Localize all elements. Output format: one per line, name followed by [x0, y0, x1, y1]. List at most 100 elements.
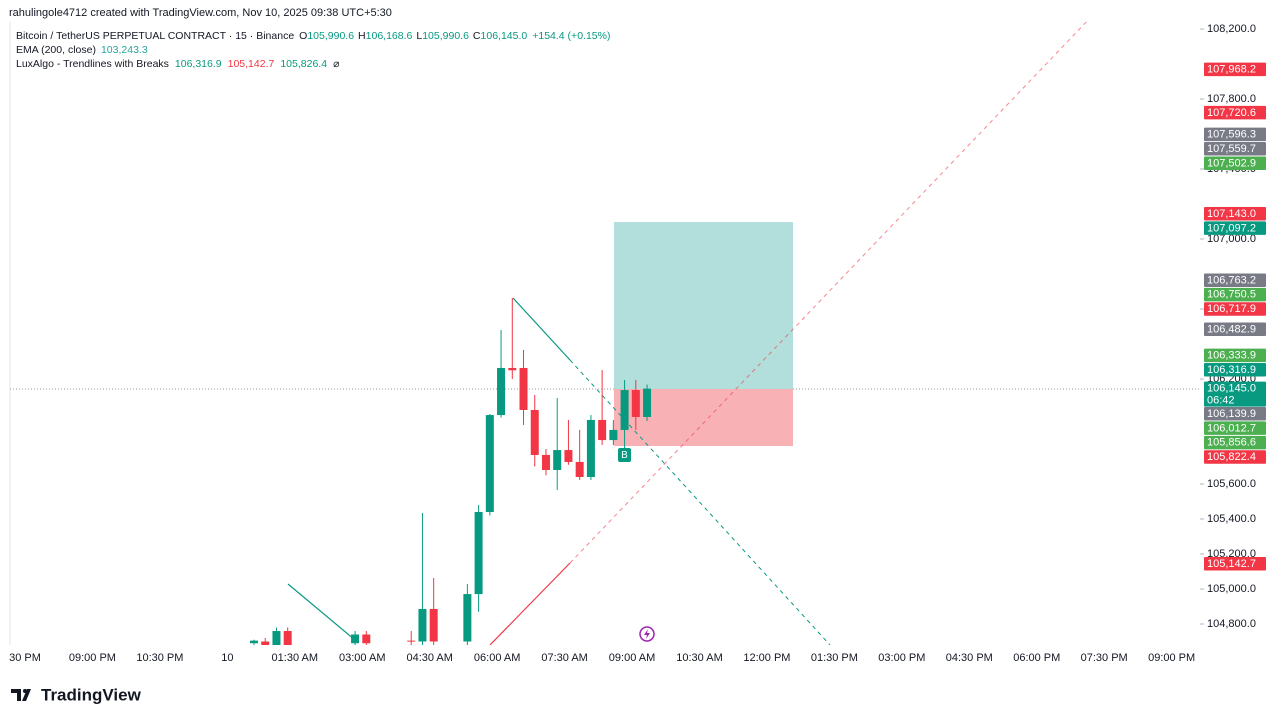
price-tag-label: 106,316.9 [1207, 364, 1256, 376]
x-tick-label: 30 PM [9, 652, 41, 664]
candle-body [463, 594, 472, 642]
price-tag-label: 106,139.9 [1207, 408, 1256, 420]
price-tag [1204, 557, 1266, 571]
candle-body [553, 450, 562, 470]
legend-line: Bitcoin / TetherUS PERPETUAL CONTRACT · … [16, 30, 610, 42]
price-tag-label: 106,012.7 [1207, 422, 1256, 434]
trendline-extension [569, 22, 1087, 564]
price-tag-label: 106,333.9 [1207, 349, 1256, 361]
x-tick-label: 06:00 PM [1013, 652, 1060, 664]
logo-text: TradingView [41, 685, 142, 704]
candle-body [541, 454, 550, 470]
y-tick-label: 108,200.0 [1207, 23, 1256, 35]
trendline [287, 583, 356, 641]
x-tick-label: 07:30 PM [1081, 652, 1128, 664]
price-tag-label: 106,750.5 [1207, 289, 1256, 301]
price-tag [1204, 287, 1266, 302]
candle-body [631, 390, 640, 417]
trendline [489, 562, 571, 645]
price-tag-label: 107,720.6 [1207, 107, 1256, 119]
candle-body [418, 608, 427, 642]
buy-signal [618, 448, 631, 462]
price-tag [1204, 407, 1266, 421]
price-tag-label: 106,763.2 [1207, 274, 1256, 286]
x-tick-label: 03:00 PM [878, 652, 925, 664]
price-tag-label: 106,145.0 [1207, 383, 1256, 395]
x-tick-label: 06:00 AM [474, 652, 520, 664]
price-tag [1204, 142, 1266, 156]
candle-body [283, 631, 292, 645]
candle-body [643, 388, 652, 417]
x-tick-label: 09:00 AM [609, 652, 655, 664]
price-tag-label: 107,559.7 [1207, 143, 1256, 155]
trendline [512, 297, 571, 361]
x-tick-label: 01:30 AM [272, 652, 318, 664]
price-tag [1204, 450, 1266, 464]
y-tick-label: 107,000.0 [1207, 233, 1256, 245]
price-tag [1204, 435, 1266, 450]
candle-body [485, 415, 494, 512]
candle-body [586, 419, 595, 477]
price-tag-countdown: 06:42 [1207, 395, 1235, 407]
price-tag [1204, 362, 1266, 377]
y-tick-label: 105,400.0 [1207, 513, 1256, 525]
candle-body [609, 429, 618, 441]
price-tag [1204, 156, 1266, 170]
candle-body [530, 409, 539, 455]
candle-body [474, 512, 483, 595]
buy-signal-label: B [621, 450, 628, 461]
price-tag-label: 107,097.2 [1207, 222, 1256, 234]
price-tag-label: 106,482.9 [1207, 323, 1256, 335]
event-icon[interactable] [639, 626, 655, 642]
price-tag [1204, 221, 1266, 235]
price-tag-label: 106,717.9 [1207, 303, 1256, 315]
candle-body [598, 419, 607, 441]
price-tag [1204, 273, 1266, 287]
candle-body [351, 634, 360, 644]
x-tick-label: 01:30 PM [811, 652, 858, 664]
x-tick-label: 04:30 PM [946, 652, 993, 664]
price-tag-label: 105,822.4 [1207, 451, 1256, 463]
candle-body [575, 461, 584, 477]
legend-line: LuxAlgo - Trendlines with Breaks 106,316.… [16, 58, 340, 70]
y-tick-label: 104,800.0 [1207, 618, 1256, 630]
price-tag-label: 107,968.2 [1207, 63, 1256, 75]
x-tick-label: 07:30 AM [541, 652, 587, 664]
price-tag [1204, 206, 1266, 221]
candle-body [261, 641, 270, 645]
y-tick-label: 107,800.0 [1207, 93, 1256, 105]
candle-body [519, 367, 528, 410]
x-tick-label: 09:00 PM [69, 652, 116, 664]
target-zone [614, 222, 793, 389]
logo-dot [23, 689, 27, 693]
price-tag [1204, 127, 1266, 142]
y-tick-label: 105,600.0 [1207, 478, 1256, 490]
candle-body [272, 631, 281, 645]
price-tag [1204, 62, 1266, 77]
price-tag [1204, 348, 1266, 363]
price-tag [1204, 302, 1266, 316]
price-tag [1204, 105, 1266, 120]
candle-body [497, 367, 506, 416]
price-tag [1204, 381, 1266, 407]
price-tag [1204, 322, 1266, 336]
y-tick-label: 105,000.0 [1207, 583, 1256, 595]
price-tag-label: 105,856.6 [1207, 437, 1256, 449]
price-tag-label: 105,142.7 [1207, 558, 1256, 570]
event-icon-bolt [644, 629, 650, 639]
trendline-extension [569, 359, 831, 645]
candle-body [407, 640, 416, 642]
credit: rahulingole4712 created with TradingView… [9, 7, 392, 19]
x-tick-label: 10:30 AM [676, 652, 722, 664]
price-tag-label: 107,596.3 [1207, 129, 1256, 141]
logo: TradingView [11, 685, 142, 704]
x-tick-label: 09:00 PM [1148, 652, 1195, 664]
candle-body [429, 608, 438, 642]
y-tick-label: 105,200.0 [1207, 548, 1256, 560]
candle-body [250, 640, 258, 644]
x-tick-label: 03:00 AM [339, 652, 385, 664]
candle-body [620, 390, 629, 430]
legend-line: EMA (200, close) 103,243.3 [16, 44, 148, 56]
price-tag [1204, 421, 1266, 435]
